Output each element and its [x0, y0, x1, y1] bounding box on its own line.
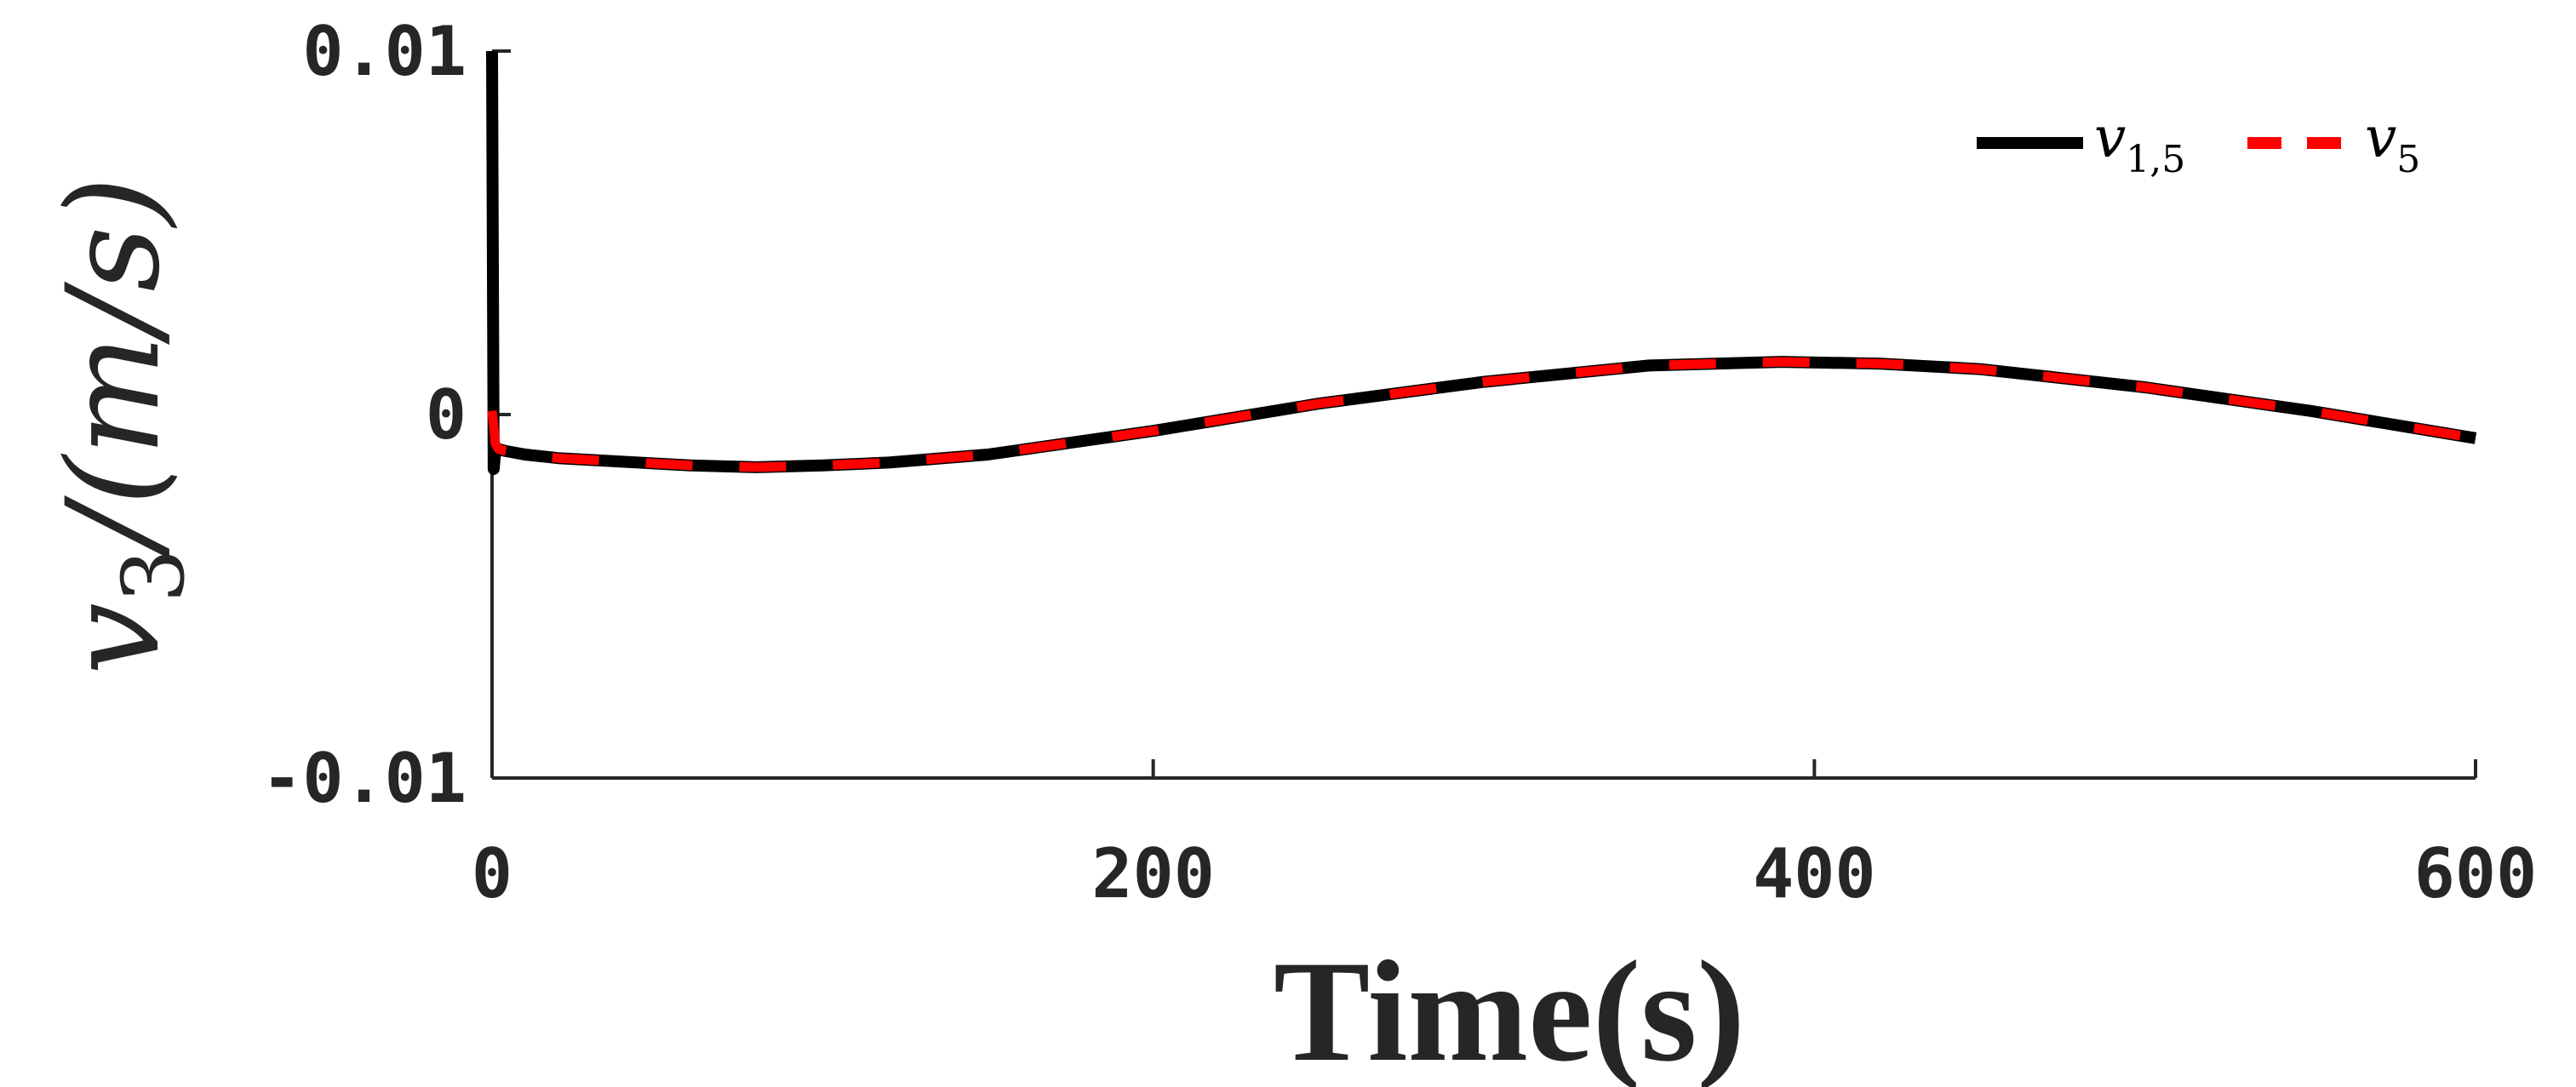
plot-series: [486, 50, 2477, 475]
series-line-v1-5: [486, 50, 2477, 475]
series-line-v5: [487, 357, 2476, 472]
y-tick-label: 0.01: [302, 12, 467, 91]
legend-label-main: v: [2094, 105, 2126, 170]
x-tick-label: 0: [472, 834, 512, 913]
legend: v1,5 v5: [1977, 105, 2420, 181]
legend-label-main: v: [2365, 105, 2396, 170]
legend-label: v1,5: [2094, 105, 2185, 181]
y-axis-label-main: v: [40, 603, 188, 675]
x-axis-label: Time(s): [1274, 931, 1745, 1087]
x-tick-label: 400: [1753, 834, 1876, 913]
y-axis-label-sub: 3: [104, 548, 203, 603]
x-tick-label: 200: [1091, 834, 1215, 913]
y-axis-label: v3/(m/s): [40, 176, 203, 675]
y-tick-label: -0.01: [261, 739, 467, 818]
legend-label-sub: 5: [2396, 138, 2420, 181]
legend-label-sub: 1,5: [2126, 138, 2185, 181]
y-tick-label: 0: [426, 375, 467, 455]
y-axis-label-units: /(m/s): [40, 176, 188, 558]
x-tick-label: 600: [2414, 834, 2538, 913]
legend-label: v5: [2365, 105, 2420, 181]
